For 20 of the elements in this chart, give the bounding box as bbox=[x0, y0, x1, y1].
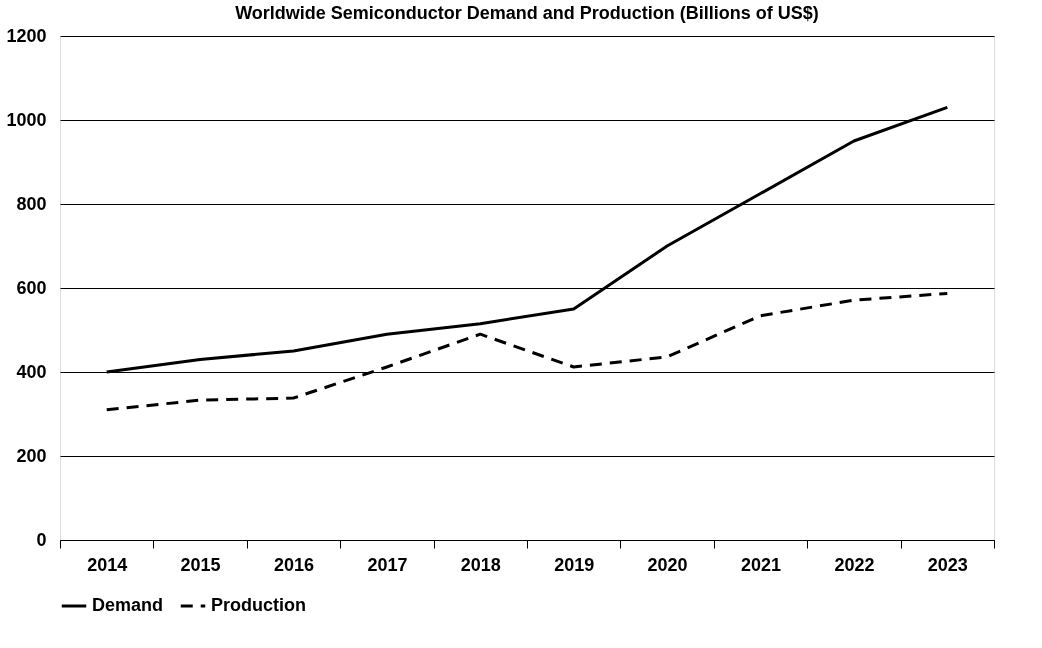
legend-label: Demand bbox=[92, 595, 164, 615]
chart-title: Worldwide Semiconductor Demand and Production (Billions of US$) bbox=[235, 3, 819, 23]
x-tick-label: 2016 bbox=[273, 554, 315, 575]
y-tick-label: 1000 bbox=[6, 109, 47, 130]
x-tick-label: 2020 bbox=[647, 554, 688, 575]
y-tick-label: 600 bbox=[16, 277, 47, 298]
x-tick-label: 2023 bbox=[927, 554, 968, 575]
x-tick-label: 2018 bbox=[460, 554, 501, 575]
legend-label: Production bbox=[211, 595, 306, 615]
x-tick-label: 2017 bbox=[367, 554, 408, 575]
y-tick-label: 1200 bbox=[6, 25, 47, 46]
x-tick-label: 2019 bbox=[554, 554, 595, 575]
x-tick-label: 2021 bbox=[740, 554, 782, 575]
x-tick-label: 2015 bbox=[180, 554, 221, 575]
y-tick-label: 200 bbox=[16, 445, 47, 466]
x-tick-label: 2014 bbox=[87, 554, 128, 575]
y-tick-label: 0 bbox=[36, 529, 47, 550]
y-tick-label: 800 bbox=[16, 193, 47, 214]
x-tick-label: 2022 bbox=[834, 554, 875, 575]
y-tick-label: 400 bbox=[16, 361, 47, 382]
